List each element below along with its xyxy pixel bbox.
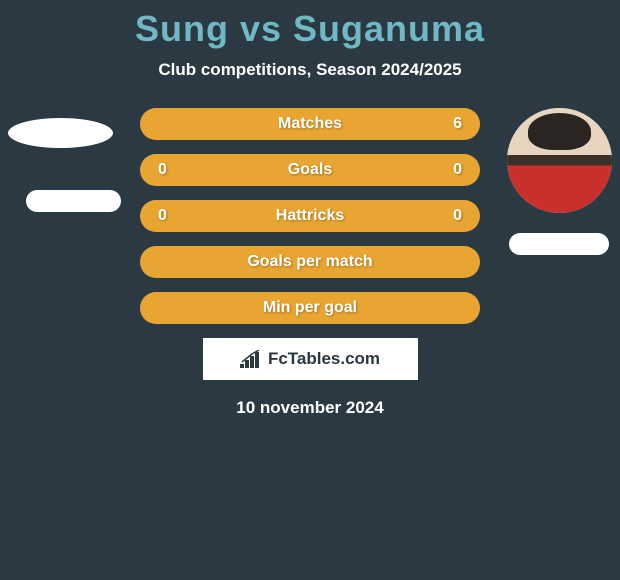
stat-row-min-per-goal: Min per goal xyxy=(140,292,480,324)
stat-label: Min per goal xyxy=(263,299,357,317)
content-area: Matches 6 0 Goals 0 0 Hattricks 0 Goals … xyxy=(0,108,620,418)
stat-label: Goals per match xyxy=(247,253,372,271)
player-left-avatar-placeholder xyxy=(8,118,113,148)
subtitle: Club competitions, Season 2024/2025 xyxy=(0,60,620,80)
stat-row-goals: 0 Goals 0 xyxy=(140,154,480,186)
page-title: Sung vs Suganuma xyxy=(0,8,620,50)
main-container: Sung vs Suganuma Club competitions, Seas… xyxy=(0,0,620,418)
player-right-name-pill xyxy=(509,233,609,255)
stat-label: Matches xyxy=(278,115,342,133)
player-left-section xyxy=(8,108,113,213)
player-left-name-pill xyxy=(26,190,121,212)
fctables-logo-icon xyxy=(240,350,262,368)
stat-row-matches: Matches 6 xyxy=(140,108,480,140)
stats-area: Matches 6 0 Goals 0 0 Hattricks 0 Goals … xyxy=(140,108,480,324)
stat-right-value: 0 xyxy=(453,161,462,179)
player-right-avatar xyxy=(507,108,612,213)
logo-box: FcTables.com xyxy=(203,338,418,380)
stat-left-value: 0 xyxy=(158,207,167,225)
stat-label: Hattricks xyxy=(276,207,344,225)
player-right-section xyxy=(507,108,612,213)
stat-right-value: 6 xyxy=(453,115,462,133)
logo-text: FcTables.com xyxy=(268,349,380,369)
stat-right-value: 0 xyxy=(453,207,462,225)
date-text: 10 november 2024 xyxy=(0,398,620,418)
stat-row-goals-per-match: Goals per match xyxy=(140,246,480,278)
stat-left-value: 0 xyxy=(158,161,167,179)
stat-row-hattricks: 0 Hattricks 0 xyxy=(140,200,480,232)
player-photo-icon xyxy=(507,108,612,213)
stat-label: Goals xyxy=(288,161,332,179)
